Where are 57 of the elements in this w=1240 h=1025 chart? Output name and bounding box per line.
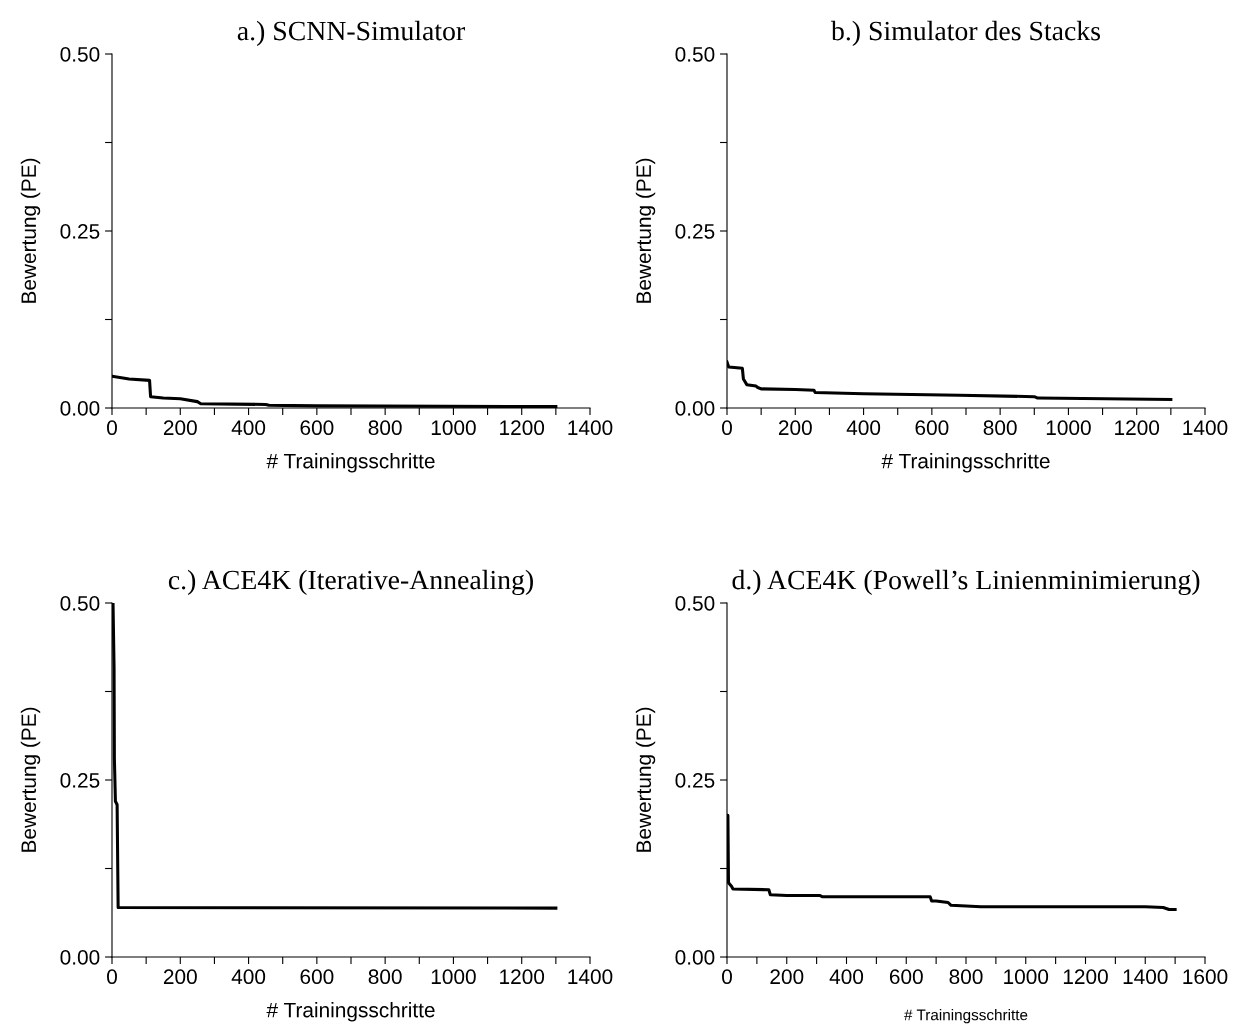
x-tick-label: 800 — [368, 969, 402, 985]
x-tick-label: 600 — [300, 969, 334, 985]
x-axis-title: # Trainingsschritte — [266, 1002, 435, 1022]
x-tick-label: 600 — [889, 969, 923, 985]
y-tick-label: 0.50 — [675, 596, 715, 611]
y-tick-label: 0.00 — [675, 950, 715, 965]
x-tick-label: 1400 — [1183, 420, 1228, 436]
x-tick-label: 1200 — [500, 420, 545, 436]
x-tick-label: 800 — [949, 969, 983, 985]
x-tick-label: 1400 — [568, 969, 613, 985]
y-axis-title: Bewertung (PE) — [635, 707, 656, 852]
x-tick-label: 0 — [722, 969, 732, 985]
x-tick-label: 200 — [778, 420, 812, 436]
x-tick-label: 200 — [163, 420, 197, 436]
x-tick-label: 0 — [107, 969, 117, 985]
x-axis-title: # Trainingsschritte — [266, 453, 435, 473]
x-tick-label: 600 — [915, 420, 949, 436]
x-tick-label: 1400 — [1123, 969, 1168, 985]
y-tick-label: 0.25 — [675, 773, 715, 788]
y-tick-label: 0.25 — [60, 773, 100, 788]
x-tick-label: 200 — [163, 969, 197, 985]
x-tick-label: 1600 — [1183, 969, 1228, 985]
y-tick-label: 0.50 — [60, 47, 100, 62]
x-tick-label: 1200 — [500, 969, 545, 985]
x-tick-label: 1400 — [568, 420, 613, 436]
y-tick-label: 0.50 — [675, 47, 715, 62]
x-tick-label: 400 — [231, 969, 266, 985]
x-tick-label: 0 — [722, 420, 732, 436]
y-tick-label: 0.00 — [60, 401, 100, 416]
y-tick-label: 0.00 — [675, 401, 715, 416]
x-tick-label: 1000 — [1046, 420, 1091, 436]
x-tick-label: 1000 — [431, 969, 476, 985]
x-tick-label: 400 — [231, 420, 266, 436]
x-tick-label: 1000 — [1004, 969, 1049, 985]
chart-title: c.) ACE4K (Iterative-Annealing) — [168, 569, 533, 596]
y-tick-label: 0.25 — [60, 224, 100, 239]
x-tick-label: 0 — [107, 420, 117, 436]
chart-title: a.) SCNN-Simulator — [237, 20, 465, 47]
x-axis-title: # Trainingsschritte — [904, 1009, 1028, 1024]
x-tick-label: 1200 — [1063, 969, 1108, 985]
y-axis-title: Bewertung (PE) — [20, 707, 41, 852]
x-tick-label: 200 — [770, 969, 804, 985]
chart-title: d.) ACE4K (Powell’s Linienminimierung) — [732, 569, 1200, 596]
x-tick-label: 400 — [846, 420, 881, 436]
x-axis-title: # Trainingsschritte — [881, 453, 1050, 473]
x-tick-label: 800 — [983, 420, 1017, 436]
y-axis-title: Bewertung (PE) — [20, 158, 41, 303]
y-tick-label: 0.25 — [675, 224, 715, 239]
y-axis-title: Bewertung (PE) — [635, 158, 656, 303]
x-tick-label: 600 — [300, 420, 334, 436]
x-tick-label: 800 — [368, 420, 402, 436]
x-tick-label: 400 — [829, 969, 864, 985]
chart-title: b.) Simulator des Stacks — [830, 20, 1101, 47]
y-tick-label: 0.50 — [60, 596, 100, 611]
x-tick-label: 1200 — [1115, 420, 1160, 436]
x-tick-label: 1000 — [431, 420, 476, 436]
y-tick-label: 0.00 — [60, 950, 100, 965]
